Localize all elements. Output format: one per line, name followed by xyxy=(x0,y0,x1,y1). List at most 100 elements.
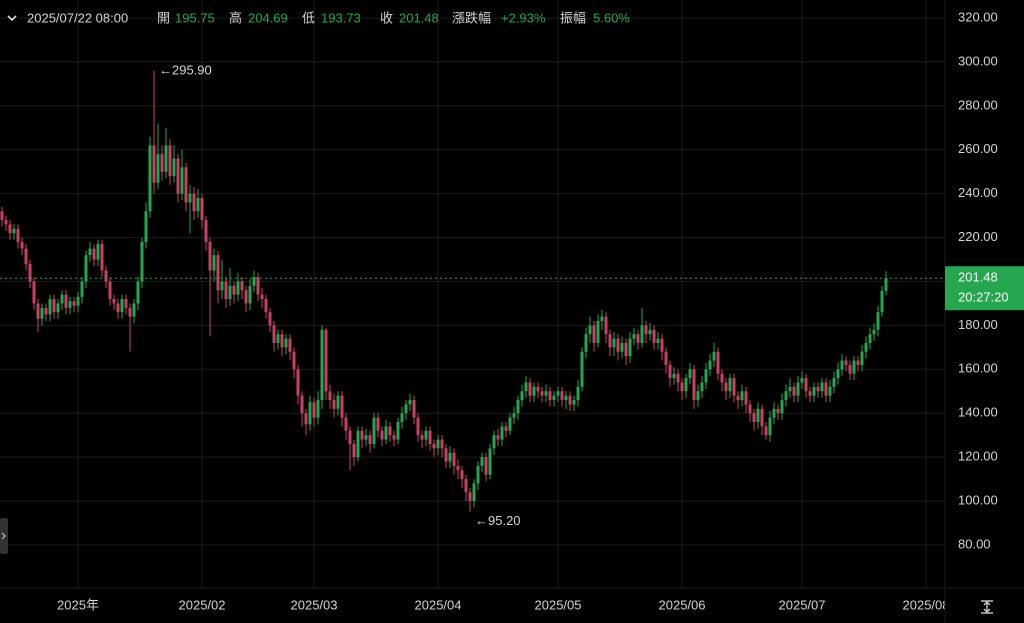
candle-body xyxy=(284,338,288,348)
candle-body xyxy=(136,281,140,304)
candle-body xyxy=(60,294,64,304)
scale-icon[interactable] xyxy=(981,600,993,614)
candle-body xyxy=(668,364,672,379)
candle-body xyxy=(692,369,696,401)
candle-body xyxy=(876,312,880,330)
candle-body xyxy=(0,211,4,221)
candle-body xyxy=(384,426,388,440)
candle-body xyxy=(424,430,428,440)
candle-body xyxy=(348,430,352,444)
candle-body xyxy=(608,334,612,348)
candle-body xyxy=(864,342,868,352)
candle-body xyxy=(172,158,176,177)
candle-body xyxy=(188,193,192,203)
candle-body xyxy=(708,360,712,370)
y-tick-label: 280.00 xyxy=(958,97,998,112)
candle-body xyxy=(472,483,476,502)
candle-body xyxy=(208,241,212,271)
candle-body xyxy=(416,417,420,436)
candle-body xyxy=(144,211,148,242)
collapse-icon[interactable] xyxy=(7,15,17,22)
candle-body xyxy=(28,263,32,282)
candle-body xyxy=(880,290,884,313)
candle-body xyxy=(468,492,472,502)
candle-body xyxy=(512,413,516,418)
candle-body xyxy=(316,400,320,418)
candle-body xyxy=(232,285,236,295)
annotation-arrow: ← xyxy=(475,513,488,528)
y-tick-label: 80.00 xyxy=(958,536,991,551)
candle-body xyxy=(612,338,616,348)
x-tick-label: 2025年 xyxy=(57,597,99,612)
x-tick-label: 2025/04 xyxy=(415,597,462,612)
candle-body xyxy=(332,400,336,409)
candle-body xyxy=(352,443,356,458)
candle-body xyxy=(212,255,216,271)
candle-body xyxy=(460,470,464,480)
candle-body xyxy=(528,382,532,396)
high-label: 高 xyxy=(229,10,242,25)
candle-body xyxy=(124,299,128,308)
candle-body xyxy=(724,382,728,392)
annotation-label: 295.90 xyxy=(172,62,212,77)
candle-body xyxy=(420,435,424,440)
candle-body xyxy=(860,351,864,365)
last-price-box xyxy=(945,266,1024,311)
candle-body xyxy=(884,278,888,291)
candle-body xyxy=(156,154,160,183)
candle-body xyxy=(408,400,412,405)
candle-body xyxy=(620,342,624,352)
annotation-label: 95.20 xyxy=(488,513,521,528)
candle-body xyxy=(372,417,376,444)
candle-body xyxy=(256,277,260,295)
side-tab[interactable] xyxy=(0,518,8,554)
header: 2025/07/22 08:00 開 195.75 高 204.69 低 193… xyxy=(7,10,630,25)
candle-body xyxy=(220,281,224,291)
candle-body xyxy=(572,400,576,405)
candle-body xyxy=(784,391,788,401)
y-tick-label: 320.00 xyxy=(958,9,998,24)
candle-body xyxy=(552,395,556,401)
candle-body xyxy=(560,391,564,401)
candle-body xyxy=(772,408,776,418)
candle-body xyxy=(524,382,528,392)
x-tick-label: 2025/08 xyxy=(903,597,950,612)
candle-body xyxy=(16,228,20,242)
candle-body xyxy=(152,145,156,183)
candle-body xyxy=(736,395,740,401)
candle-body xyxy=(660,338,664,352)
y-tick-label: 100.00 xyxy=(958,492,998,507)
candle-body xyxy=(428,430,432,444)
candle-body xyxy=(872,329,876,335)
candle-body xyxy=(600,316,604,322)
y-tick-label: 180.00 xyxy=(958,317,998,332)
candle-body xyxy=(652,329,656,343)
candle-body xyxy=(128,307,132,317)
candle-body xyxy=(844,360,848,365)
candle-body xyxy=(444,448,448,462)
candle-body xyxy=(68,301,72,308)
candle-body xyxy=(564,395,568,401)
candle-body xyxy=(628,338,632,357)
candle-body xyxy=(304,413,308,425)
side-tab-icon xyxy=(1,532,6,540)
x-tick-label: 2025/02 xyxy=(179,597,226,612)
candle-body xyxy=(400,413,404,423)
candle-body xyxy=(712,351,716,361)
candle-body xyxy=(780,400,784,414)
close-label: 收 xyxy=(380,10,393,25)
candle-body xyxy=(680,382,684,392)
candle-body xyxy=(192,193,196,212)
candle-body xyxy=(380,430,384,440)
candle-body xyxy=(116,303,120,313)
candle-body xyxy=(292,351,296,370)
candle-body xyxy=(320,329,324,401)
candle-body xyxy=(252,277,256,286)
high-value: 204.69 xyxy=(248,10,288,25)
candle-body xyxy=(228,285,232,300)
candle-body xyxy=(216,255,220,291)
candle-body xyxy=(52,299,56,313)
candle-body xyxy=(648,329,652,335)
close-value: 201.48 xyxy=(399,10,439,25)
